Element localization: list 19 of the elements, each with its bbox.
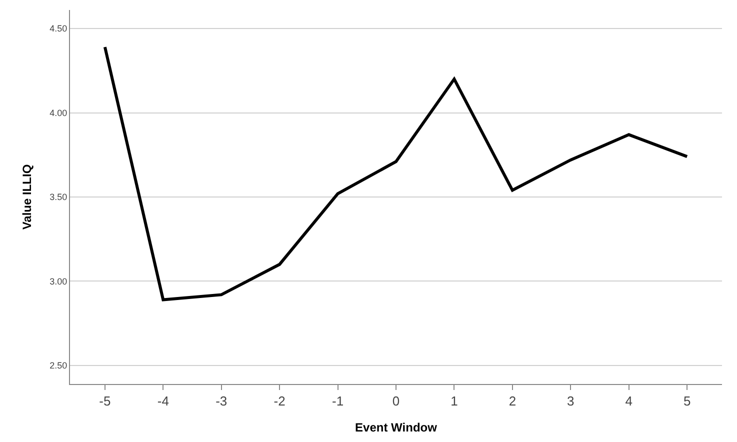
x-tick-label: 0 (392, 394, 400, 409)
x-tick-label: 3 (567, 394, 574, 409)
x-tick-label: -4 (157, 394, 169, 409)
x-tick-label: 4 (625, 394, 632, 409)
x-tick-label: 2 (508, 394, 516, 409)
y-tick-label: 3.50 (50, 192, 68, 202)
x-tick-label: 1 (450, 394, 458, 409)
x-tick-label: -3 (216, 394, 228, 409)
y-axis-title: Value ILLIQ (20, 164, 34, 230)
line-series (103, 46, 689, 302)
y-tick-label: 4.00 (50, 108, 68, 118)
y-tick-label: 4.50 (50, 24, 68, 34)
x-tick-label: -5 (99, 394, 111, 409)
y-tick-label: 3.00 (50, 276, 68, 286)
x-tick-label: -1 (332, 394, 344, 409)
x-axis-title: Event Window (355, 420, 438, 434)
x-tick-label: -2 (274, 394, 286, 409)
y-tick-label: 2.50 (50, 360, 68, 371)
x-tick-label: 5 (683, 394, 691, 409)
